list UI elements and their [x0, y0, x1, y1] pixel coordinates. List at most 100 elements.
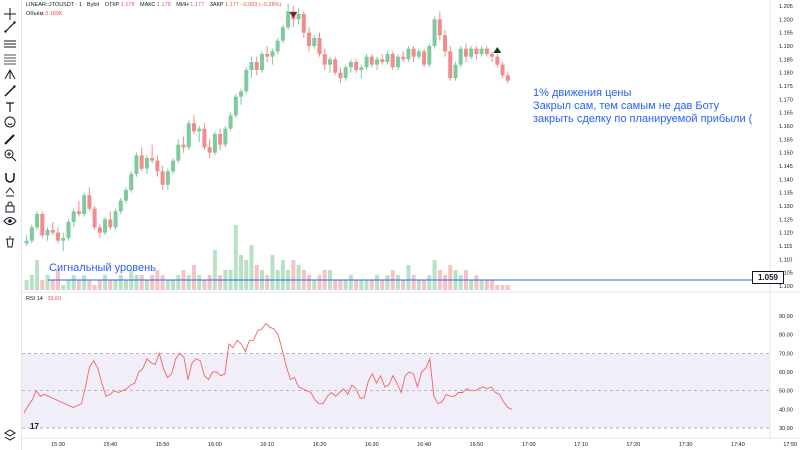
- price-tick-label: 1.150: [779, 151, 793, 157]
- volume-bar: [270, 255, 275, 290]
- chart-area[interactable]: 1.205 1.200 1.195 1.190 1.185 1.180 1.175 1.170…: [22, 0, 800, 450]
- candle-body: [76, 211, 81, 214]
- price-tick-label: 1.155: [779, 137, 793, 143]
- price-tick-label: 1.110: [779, 257, 792, 263]
- price-tick-label: 1.145: [779, 164, 793, 170]
- candle-body: [505, 75, 510, 81]
- drawing-toolbar: [0, 0, 22, 450]
- volume-bar: [186, 275, 191, 290]
- candle-body: [301, 14, 306, 33]
- volume-bar: [307, 275, 312, 290]
- text-icon[interactable]: [3, 100, 17, 114]
- lock-icon[interactable]: [3, 200, 17, 214]
- fib-icon[interactable]: [3, 52, 17, 66]
- candle-body: [484, 48, 489, 54]
- volume-bar: [207, 275, 212, 290]
- magnet-icon[interactable]: [3, 170, 17, 184]
- volume-bar: [495, 285, 500, 290]
- volume-bar: [395, 275, 400, 290]
- candle-body: [191, 123, 196, 132]
- volume-bar: [317, 275, 322, 290]
- volume-bar: [45, 275, 50, 290]
- candle-body: [359, 67, 364, 70]
- volume-bar: [233, 225, 238, 290]
- volume-label[interactable]: Объём: [26, 11, 44, 17]
- brush-icon[interactable]: [3, 84, 17, 98]
- text-annotation[interactable]: 1% движения цены Закрыл сам, тем самым н…: [533, 87, 752, 126]
- candle-body: [176, 144, 181, 161]
- volume-bar: [280, 260, 285, 290]
- lock-drawings-icon[interactable]: [3, 185, 17, 199]
- price-tick-label: 1.140: [779, 177, 793, 183]
- candle-body: [82, 195, 87, 214]
- candle-body: [50, 230, 55, 233]
- price-tick-label: 1.205: [779, 4, 793, 10]
- time-tick-label: 16:50: [470, 442, 484, 448]
- price-tick-label: 1.120: [779, 231, 793, 237]
- volume-bar: [123, 280, 128, 290]
- pitchfork-icon[interactable]: [3, 67, 17, 81]
- volume-bar: [50, 280, 55, 290]
- volume-bar: [333, 280, 338, 290]
- candle-body: [275, 40, 280, 52]
- volume-bar: [218, 275, 223, 290]
- crosshair-icon[interactable]: [3, 7, 17, 21]
- candle-body: [56, 232, 60, 241]
- candle-body: [432, 19, 437, 46]
- candle-body: [406, 48, 411, 60]
- volume-bar: [401, 280, 406, 290]
- buy-marker-icon[interactable]: [493, 47, 502, 53]
- rsi-label[interactable]: RSI 14: [26, 296, 43, 302]
- volume-bar: [82, 275, 87, 290]
- rsi-tick-label: 70.00: [779, 351, 793, 357]
- candle-body: [171, 160, 176, 172]
- emoji-icon[interactable]: [3, 115, 17, 129]
- candle-body: [280, 27, 285, 41]
- symbol-name[interactable]: LINEAR::JTOUSDT · 1 · Bybit: [26, 2, 100, 8]
- candle-body: [249, 62, 254, 70]
- candle-body: [87, 195, 92, 209]
- volume-bar: [348, 275, 353, 290]
- open-value: 1.178: [120, 2, 135, 8]
- price-tick-label: 1.190: [779, 44, 793, 50]
- sell-marker-icon[interactable]: [289, 12, 298, 18]
- price-tick-label: 1.125: [779, 217, 793, 223]
- candle-body: [474, 48, 479, 54]
- eye-icon[interactable]: [3, 214, 17, 228]
- volume-bar: [165, 280, 170, 290]
- volume-bar: [484, 280, 489, 290]
- volume-bar: [40, 280, 45, 290]
- candle-body: [390, 54, 395, 68]
- ruler-icon[interactable]: [3, 133, 17, 147]
- volume-bar: [265, 275, 270, 290]
- candle-body: [244, 70, 249, 92]
- candle-body: [500, 64, 505, 76]
- candle-body: [123, 190, 128, 201]
- candle-body: [443, 35, 448, 52]
- volume-bar: [103, 275, 108, 290]
- trend-line-icon[interactable]: [3, 20, 17, 34]
- horizontal-lines-icon[interactable]: [3, 37, 17, 51]
- time-tick-label: 16:30: [365, 442, 379, 448]
- candle-body: [108, 219, 113, 228]
- object-tree-icon[interactable]: [3, 428, 17, 442]
- volume-bar: [108, 280, 113, 290]
- candle-body: [29, 227, 34, 241]
- candle-body: [218, 134, 223, 145]
- candle-body: [437, 19, 442, 36]
- tradingview-logo[interactable]: 17: [30, 422, 39, 431]
- volume-bar: [87, 280, 92, 290]
- candle-body: [45, 230, 50, 236]
- volume-bar: [443, 275, 448, 290]
- signal-level-label[interactable]: Сигнальный уровень: [49, 262, 156, 274]
- trash-icon[interactable]: [3, 235, 17, 249]
- rsi-value: 39.60: [47, 296, 62, 302]
- candle-body: [401, 56, 406, 60]
- time-tick-label: 17:40: [731, 442, 745, 448]
- price-tick-label: 1.165: [779, 111, 793, 117]
- candle-body: [181, 144, 186, 148]
- candle-body: [333, 59, 338, 73]
- candle-body: [369, 56, 374, 65]
- candle-body: [427, 46, 432, 65]
- zoom-icon[interactable]: [3, 148, 17, 162]
